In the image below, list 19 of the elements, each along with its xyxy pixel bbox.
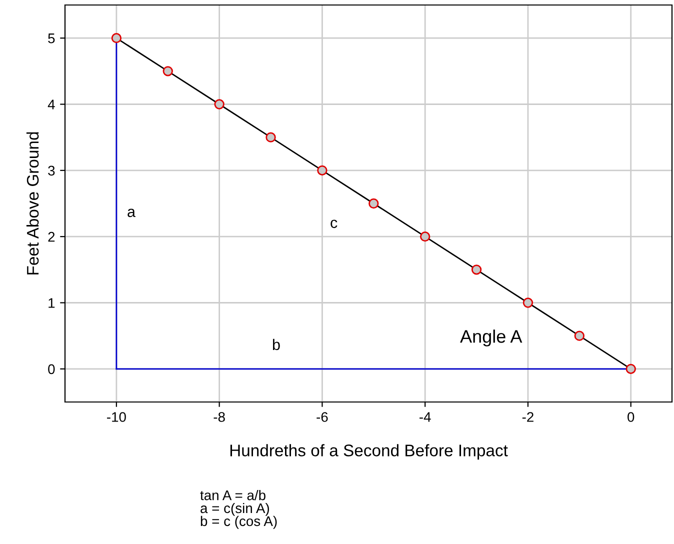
annotation: b (272, 338, 280, 350)
y-axis-title: Feet Above Ground (26, 132, 39, 274)
y-tick-label: 3 (48, 166, 55, 176)
annotation: c (330, 220, 338, 228)
x-tick-label: -6 (316, 412, 328, 422)
x-axis-title: Hundreths of a Second Before Impact (230, 444, 508, 460)
y-tick-label: 0 (48, 364, 55, 374)
x-tick-label: -8 (214, 412, 225, 422)
y-tick-label: 5 (48, 34, 55, 44)
x-tick-label: -10 (107, 412, 126, 422)
text: tan A = a/b a = c(sin A) b = c (cos A) (200, 490, 277, 529)
x-tick-label: -2 (522, 412, 534, 422)
x-tick-label: -4 (420, 412, 431, 422)
y-tick-label: 2 (48, 232, 55, 242)
annotation: a (128, 208, 136, 218)
y-tick-label: 1 (48, 298, 55, 308)
y-tick-label: 4 (48, 100, 55, 110)
annotation: Angle A (460, 330, 522, 346)
x-tick-label: 0 (628, 412, 634, 422)
